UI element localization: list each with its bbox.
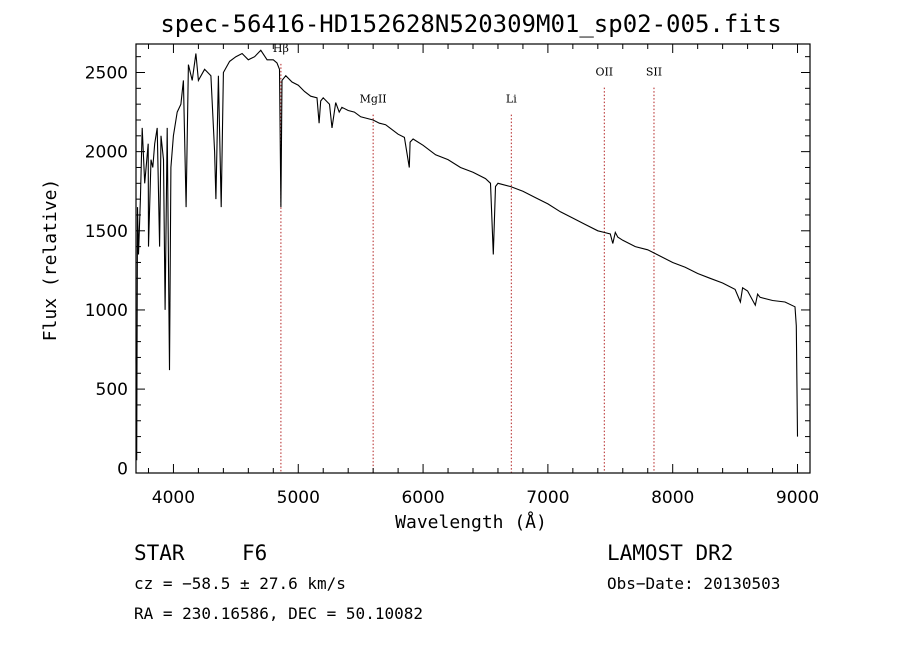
coordinates: RA = 230.16586, DEC = 50.10082 — [134, 604, 423, 623]
annotation-label: Hβ — [273, 42, 289, 55]
plot-frame — [135, 43, 811, 474]
info-panel: STAR F6 LAMOST DR2 cz = −58.5 ± 27.6 km/… — [134, 541, 780, 623]
y-tick-label: 1500 — [85, 222, 128, 242]
spectrum-line — [135, 49, 799, 461]
object-class: STAR — [134, 541, 185, 565]
annotation-label: Li — [506, 93, 517, 106]
survey-name: LAMOST DR2 — [607, 541, 733, 565]
x-tick-label: 4000 — [152, 488, 195, 508]
annotation-labels: Hβ MgII Li OII SII — [273, 42, 662, 106]
y-axis-label: Flux (relative) — [40, 179, 61, 342]
annotation-label: SII — [646, 66, 662, 79]
chart-title: spec-56416-HD152628N520309M01_sp02-005.f… — [160, 10, 781, 38]
obs-date: Obs−Date: 20130503 — [607, 574, 780, 593]
y-tick-label: 1000 — [85, 301, 128, 321]
x-axis: 4000 5000 6000 7000 8000 9000 — [147, 44, 819, 508]
y-axis: 0 500 1000 1500 2000 2500 — [85, 56, 810, 479]
y-tick-label: 2000 — [85, 143, 128, 163]
annotation-lines — [280, 63, 655, 473]
x-tick-label: 9000 — [776, 488, 819, 508]
x-tick-label: 5000 — [277, 488, 320, 508]
y-tick-label: 500 — [96, 380, 128, 400]
y-tick-label: 0 — [117, 459, 128, 479]
x-tick-label: 7000 — [526, 488, 569, 508]
annotation-label: OII — [595, 66, 613, 79]
plot-area: Hβ MgII Li OII SII — [135, 42, 811, 474]
redshift-info: cz = −58.5 ± 27.6 km/s — [134, 574, 346, 593]
x-tick-label: 6000 — [401, 488, 444, 508]
y-tick-label: 2500 — [85, 63, 128, 83]
x-axis-label: Wavelength (Å) — [395, 511, 547, 533]
x-tick-label: 8000 — [651, 488, 694, 508]
annotation-label: MgII — [360, 93, 387, 106]
object-subclass: F6 — [242, 541, 267, 565]
